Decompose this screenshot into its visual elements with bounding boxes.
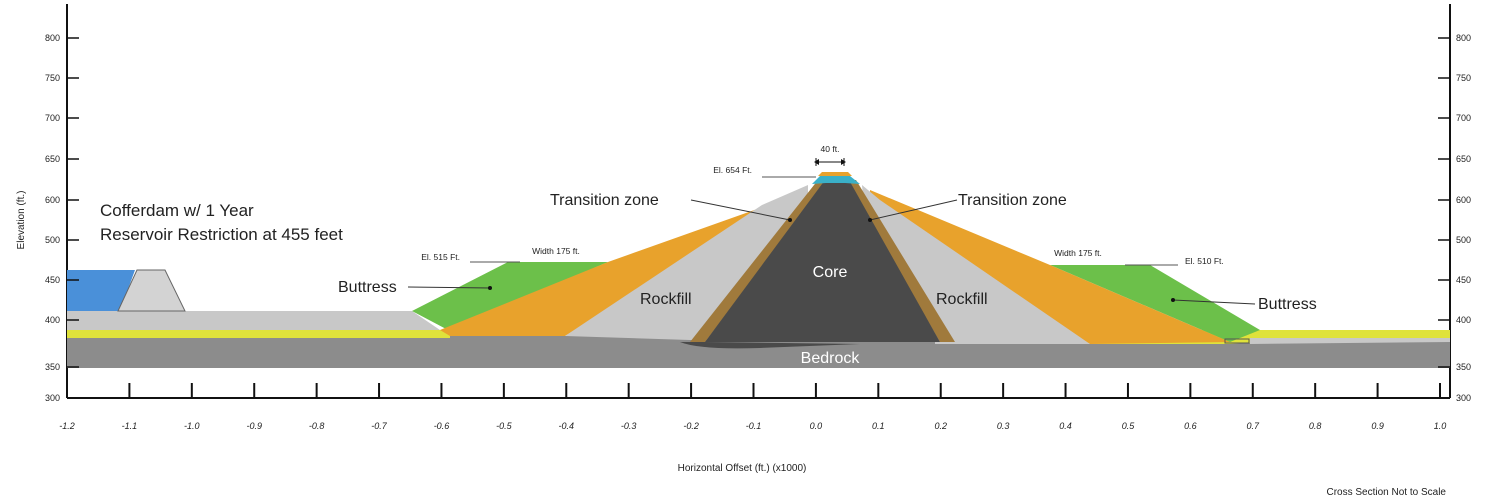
cofferdam-label-line1: Cofferdam w/ 1 Year — [100, 201, 254, 220]
y-tick-label: 350 — [45, 362, 60, 372]
x-ticks: -1.2 -1.1 -1.0 -0.9 -0.8 -0.7 -0.6 -0.5 -0.4 -0.3… — [59, 383, 1446, 431]
x-tick-label: 1.0 — [1434, 421, 1447, 431]
transition-zone-right-dot — [868, 218, 872, 222]
y-ticks-left — [67, 37, 79, 368]
y-tick-label: 450 — [1456, 275, 1471, 285]
y-tick-label: 500 — [45, 235, 60, 245]
x-tick-label: -0.9 — [246, 421, 262, 431]
y-tick-labels-right: 800 750 700 650 600 500 450 400 350 300 — [1456, 33, 1471, 403]
left-yellow-strip — [67, 330, 450, 338]
crest-width-label: 40 ft. — [821, 144, 840, 154]
right-buttress — [1050, 265, 1260, 342]
core-foundation — [680, 342, 860, 349]
y-tick-label: 450 — [45, 275, 60, 285]
buttress-left-leader — [407, 286, 491, 289]
transition-zone-right-leader — [869, 199, 958, 221]
buttress-left-dot — [488, 286, 492, 290]
reservoir-water — [67, 270, 135, 311]
rockfill-left-label: Rockfill — [640, 291, 692, 308]
x-tick-label: -0.1 — [746, 421, 762, 431]
y-ticks-right — [1438, 37, 1450, 368]
rockfill-right-label: Rockfill — [936, 291, 988, 308]
x-tick-label: 0.5 — [1122, 421, 1136, 431]
right-transition-zone — [846, 180, 955, 342]
cofferdam-label-line2: Reservoir Restriction at 455 feet — [100, 225, 343, 244]
x-tick-label: 0.8 — [1309, 421, 1322, 431]
x-tick-label: -1.2 — [59, 421, 75, 431]
x-tick-label: -0.2 — [683, 421, 699, 431]
crest-top — [818, 172, 852, 176]
y-tick-label: 300 — [45, 393, 60, 403]
x-tick-label: -0.7 — [371, 421, 388, 431]
transition-zone-left-leader — [690, 199, 791, 221]
x-tick-label: 0.9 — [1371, 421, 1384, 431]
y-tick-label: 700 — [1456, 113, 1471, 123]
x-tick-label: 0.3 — [997, 421, 1010, 431]
left-grey-fill — [67, 311, 440, 330]
x-tick-label: 0.6 — [1184, 421, 1197, 431]
crest-elevation-label: El. 654 Ft. — [713, 165, 752, 175]
transition-zone-left-label: Transition zone — [550, 192, 659, 209]
left-buttress — [412, 262, 608, 330]
scale-note: Cross Section Not to Scale — [1327, 487, 1447, 498]
y-tick-label: 700 — [45, 113, 60, 123]
y-tick-label: 750 — [1456, 73, 1471, 83]
buttress-right-label: Buttress — [1258, 296, 1317, 313]
y-tick-label: 400 — [45, 315, 60, 325]
x-tick-label: 0.1 — [872, 421, 885, 431]
x-tick-label: -0.6 — [434, 421, 450, 431]
transition-zone-right-label: Transition zone — [958, 192, 1067, 209]
y-axis-title: Elevation (ft.) — [16, 191, 27, 250]
left-transition-zone — [690, 180, 828, 342]
transition-zone-left-dot — [788, 218, 792, 222]
y-tick-label: 350 — [1456, 362, 1471, 372]
y-tick-label: 600 — [1456, 195, 1471, 205]
x-tick-label: -0.8 — [309, 421, 325, 431]
y-tick-label: 600 — [45, 195, 60, 205]
right-toe-marker — [1224, 338, 1250, 344]
x-tick-label: 0.7 — [1247, 421, 1261, 431]
right-grey-fill-2 — [1250, 338, 1450, 344]
right-elevation-label: El. 510 Ft. — [1185, 256, 1224, 266]
bedrock-label: Bedrock — [801, 350, 861, 367]
left-width-label: Width 175 ft. — [532, 246, 580, 256]
x-tick-label: -0.4 — [559, 421, 575, 431]
x-tick-label: 0.0 — [810, 421, 823, 431]
x-tick-label: 0.4 — [1059, 421, 1072, 431]
cofferdam-body — [117, 269, 186, 312]
y-tick-label: 800 — [45, 33, 60, 43]
buttress-right-leader — [1172, 299, 1256, 305]
buttress-right-dot — [1171, 298, 1175, 302]
y-tick-label: 650 — [1456, 154, 1471, 164]
y-tick-label: 650 — [45, 154, 60, 164]
y-tick-labels-left: 800 750 700 650 600 500 450 400 350 300 — [45, 33, 60, 403]
y-tick-label: 300 — [1456, 393, 1471, 403]
x-tick-label: 0.2 — [934, 421, 947, 431]
x-tick-label: -0.5 — [496, 421, 513, 431]
left-elevation-label: El. 515 Ft. — [421, 252, 460, 262]
x-tick-label: -1.1 — [122, 421, 138, 431]
y-tick-label: 400 — [1456, 315, 1471, 325]
x-axis-title: Horizontal Offset (ft.) (x1000) — [678, 463, 807, 474]
buttress-left-label: Buttress — [338, 279, 397, 296]
y-tick-label: 800 — [1456, 33, 1471, 43]
x-tick-label: -0.3 — [621, 421, 637, 431]
core — [705, 180, 940, 342]
y-tick-label: 500 — [1456, 235, 1471, 245]
x-tick-label: -1.0 — [184, 421, 200, 431]
y-tick-label: 750 — [45, 73, 60, 83]
right-width-label: Width 175 ft. — [1054, 248, 1102, 258]
crest-cap — [812, 176, 860, 184]
right-outer-rockfill — [870, 190, 1230, 344]
core-label: Core — [813, 264, 848, 281]
left-outer-rockfill — [440, 190, 805, 336]
